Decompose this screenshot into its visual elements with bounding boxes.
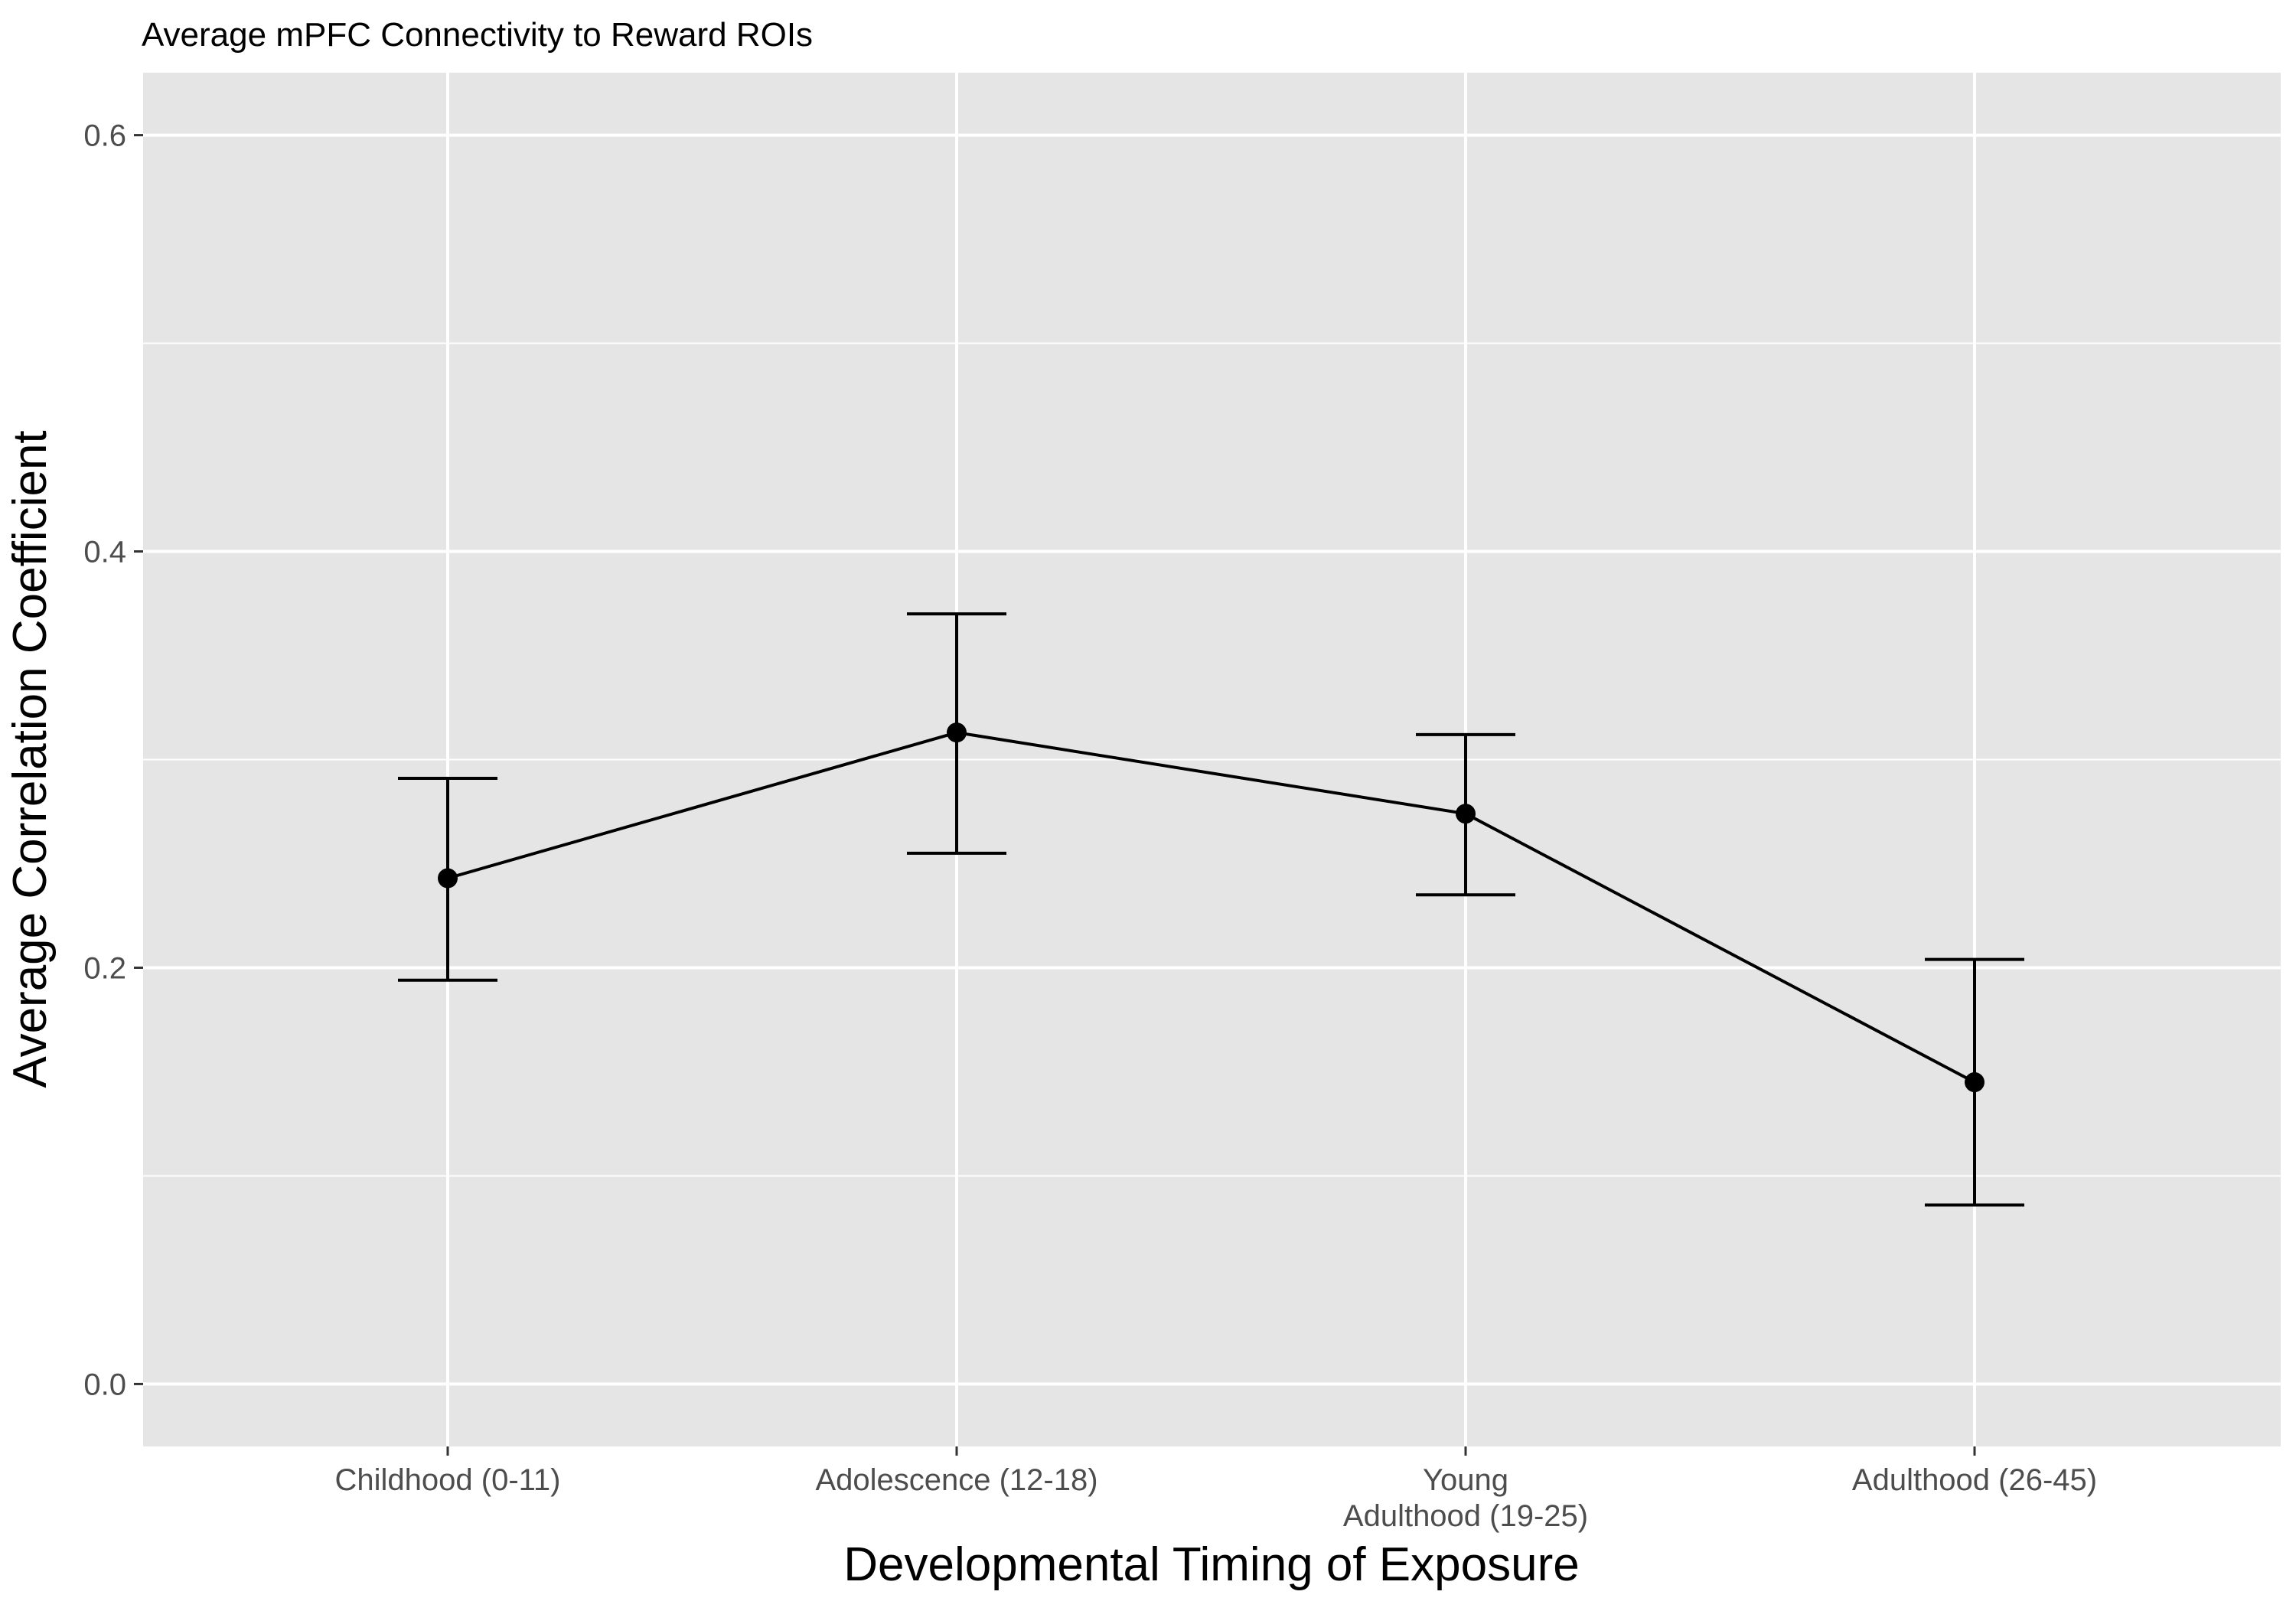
x-tick-label: Childhood (0-11) bbox=[335, 1463, 561, 1497]
data-point bbox=[438, 868, 458, 889]
data-point bbox=[947, 722, 967, 743]
y-tick-label: 0.0 bbox=[83, 1368, 126, 1401]
x-axis-title: Developmental Timing of Exposure bbox=[843, 1538, 1579, 1591]
y-tick-label: 0.6 bbox=[83, 119, 126, 153]
chart-title: Average mPFC Connectivity to Reward ROIs bbox=[142, 16, 813, 54]
tick-layer: 0.0 0.2 0.4 0.6 Childhood (0-11) Adolescence … bbox=[83, 119, 2097, 1533]
data-point bbox=[1965, 1072, 1985, 1093]
y-axis-title: Average Correlation Coefficient bbox=[4, 430, 57, 1088]
y-tick-label: 0.2 bbox=[83, 951, 126, 985]
y-tick-label: 0.4 bbox=[83, 536, 126, 569]
x-tick-label: Adulthood (26-45) bbox=[1852, 1463, 2097, 1497]
x-tick-label: Young bbox=[1423, 1463, 1508, 1497]
x-tick-label: Adulthood (19-25) bbox=[1343, 1499, 1588, 1533]
data-layer bbox=[398, 612, 2024, 1207]
data-point bbox=[1456, 804, 1476, 824]
x-tick-label: Adolescence (12-18) bbox=[815, 1463, 1097, 1497]
series-line bbox=[447, 731, 1975, 1084]
